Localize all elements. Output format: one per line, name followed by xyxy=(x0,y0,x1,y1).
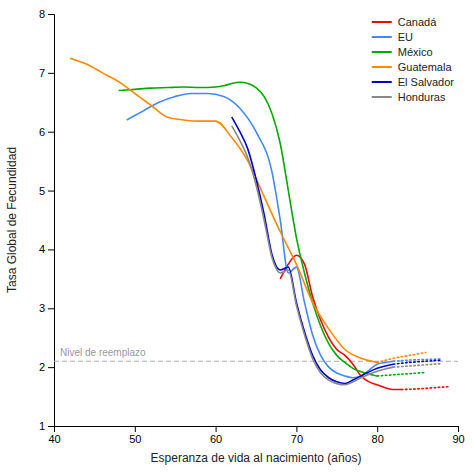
legend-swatch xyxy=(372,21,392,23)
y-tick: 3 xyxy=(39,302,54,314)
series-line xyxy=(232,126,394,385)
legend-swatch xyxy=(372,51,392,53)
y-axis-title: Tasa Global de Fecundidad xyxy=(5,147,19,293)
x-tick-mark xyxy=(377,426,378,432)
y-tick-mark xyxy=(48,426,54,427)
series-line xyxy=(401,387,449,390)
y-tick-label: 5 xyxy=(39,185,45,197)
legend-label: EU xyxy=(398,31,413,43)
y-tick-mark xyxy=(48,73,54,74)
legend-swatch xyxy=(372,36,392,38)
legend-label: El Salvador xyxy=(398,76,455,88)
legend-item: EU xyxy=(372,31,413,43)
y-tick-mark xyxy=(48,308,54,309)
y-tick: 1 xyxy=(39,420,54,432)
x-tick-mark xyxy=(216,426,217,432)
series-line xyxy=(377,372,425,376)
x-tick-mark xyxy=(135,426,136,432)
x-tick-label: 70 xyxy=(291,433,303,445)
y-tick: 4 xyxy=(39,243,54,255)
x-axis-line xyxy=(55,427,459,433)
y-tick-mark xyxy=(48,132,54,133)
x-axis: 40 50 60 70 80 90 xyxy=(48,426,464,445)
annotation: Nivel de reemplazo xyxy=(60,347,146,358)
legend-item: Honduras xyxy=(372,91,446,103)
x-tick: 40 xyxy=(48,426,60,445)
legend-item: El Salvador xyxy=(372,76,455,88)
y-tick-mark xyxy=(48,191,54,192)
x-tick-label: 80 xyxy=(372,433,384,445)
x-tick-label: 90 xyxy=(452,433,464,445)
x-tick-mark xyxy=(458,426,459,432)
y-tick-mark xyxy=(48,249,54,250)
x-tick: 50 xyxy=(129,426,141,445)
y-tick-label: 7 xyxy=(39,67,45,79)
x-tick-label: 60 xyxy=(210,433,222,445)
y-tick-mark xyxy=(48,14,54,15)
x-tick: 70 xyxy=(291,426,303,445)
legend-item: México xyxy=(372,46,433,58)
series-line xyxy=(70,58,377,362)
series-line xyxy=(119,82,378,376)
series-line xyxy=(127,93,394,377)
legend-item: Guatemala xyxy=(372,61,453,73)
series-line xyxy=(232,117,394,384)
legend: Canadá EU México Guatemala El Salvador Hondur… xyxy=(372,16,455,103)
y-tick: 2 xyxy=(39,361,54,373)
chart: 40 50 60 70 80 90 1 2 3 4 5 6 7 8 Esperanza de vida al… xyxy=(0,0,474,472)
y-tick: 6 xyxy=(39,126,54,138)
legend-label: Canadá xyxy=(398,16,437,28)
legend-label: México xyxy=(398,46,433,58)
x-tick: 60 xyxy=(210,426,222,445)
x-tick-mark xyxy=(296,426,297,432)
y-tick-label: 8 xyxy=(39,8,45,20)
y-tick: 5 xyxy=(39,185,54,197)
y-axis-line xyxy=(48,15,55,427)
y-tick-label: 6 xyxy=(39,126,45,138)
x-tick-label: 40 xyxy=(48,433,60,445)
legend-swatch xyxy=(372,66,392,68)
x-tick-label: 50 xyxy=(129,433,141,445)
y-tick-mark xyxy=(48,367,54,368)
plot-area xyxy=(54,58,458,389)
x-tick: 90 xyxy=(452,426,464,445)
legend-swatch xyxy=(372,81,392,83)
legend-swatch xyxy=(372,96,392,98)
x-axis-title: Esperanza de vida al nacimiento (años) xyxy=(151,451,362,465)
y-tick-label: 3 xyxy=(39,302,45,314)
legend-label: Honduras xyxy=(398,91,446,103)
y-tick: 7 xyxy=(39,67,54,79)
x-tick: 80 xyxy=(372,426,384,445)
legend-label: Guatemala xyxy=(398,61,453,73)
legend-item: Canadá xyxy=(372,16,437,28)
series-line xyxy=(377,352,425,362)
y-tick: 8 xyxy=(39,8,54,20)
y-axis: 1 2 3 4 5 6 7 8 xyxy=(39,8,55,432)
y-tick-label: 1 xyxy=(39,420,45,432)
y-tick-label: 2 xyxy=(39,361,45,373)
y-tick-label: 4 xyxy=(39,243,45,255)
series-line xyxy=(393,364,441,368)
